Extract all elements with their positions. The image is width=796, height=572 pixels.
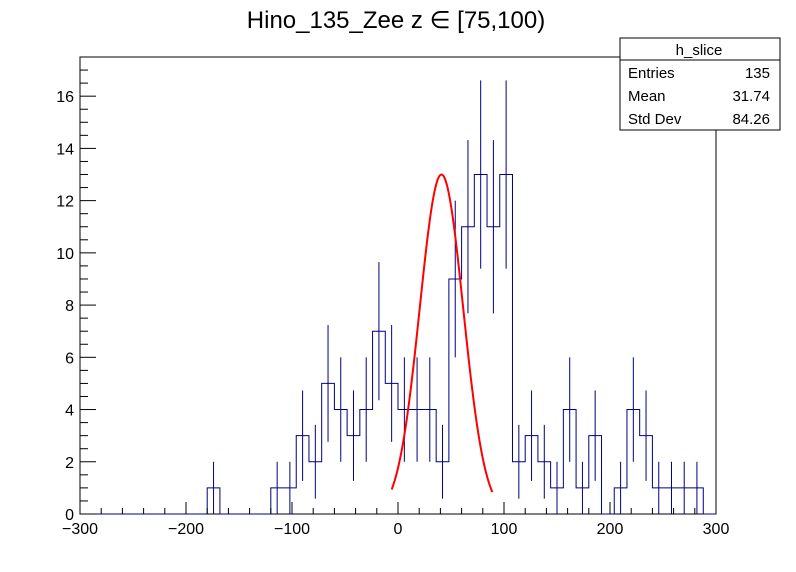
chart-title: Hino_135_Zee z ∈ [75,100) <box>247 7 545 34</box>
y-tick-label: 16 <box>56 89 74 106</box>
y-tick-label: 0 <box>65 507 74 524</box>
stats-stddev-value: 84.26 <box>732 111 770 128</box>
stats-entries-value: 135 <box>745 65 770 82</box>
y-tick-label: 12 <box>56 194 74 211</box>
x-tick-label: 200 <box>597 521 624 538</box>
fit-curve <box>390 173 494 493</box>
x-tick-label: −300 <box>62 521 98 538</box>
y-tick-label: 4 <box>65 403 74 420</box>
stats-mean-label: Mean <box>628 88 666 105</box>
y-tick-label: 14 <box>56 141 74 158</box>
plot-area: −300 −200 −100 0 100 200 300 0 2 4 6 8 10 12 14 16 <box>56 56 730 538</box>
stats-box-frame <box>619 37 781 131</box>
y-tick-label: 10 <box>56 246 74 263</box>
stats-box-title: h_slice <box>676 42 723 59</box>
x-tick-label: −200 <box>168 521 204 538</box>
x-tick-label: 300 <box>703 521 730 538</box>
y-tick-label: 6 <box>65 350 74 367</box>
histogram-series <box>80 174 716 515</box>
stats-entries-label: Entries <box>628 65 675 82</box>
x-tick-label: 0 <box>394 521 403 538</box>
y-tick-label: 8 <box>65 298 74 315</box>
x-tick-label: 100 <box>491 521 518 538</box>
stats-mean-value: 31.74 <box>732 88 770 105</box>
stats-box: h_slice Entries 135 Mean 31.74 Std Dev 8… <box>619 37 781 131</box>
y-tick-label: 2 <box>65 455 74 472</box>
x-tick-label: −100 <box>274 521 310 538</box>
stats-stddev-label: Std Dev <box>628 111 682 128</box>
